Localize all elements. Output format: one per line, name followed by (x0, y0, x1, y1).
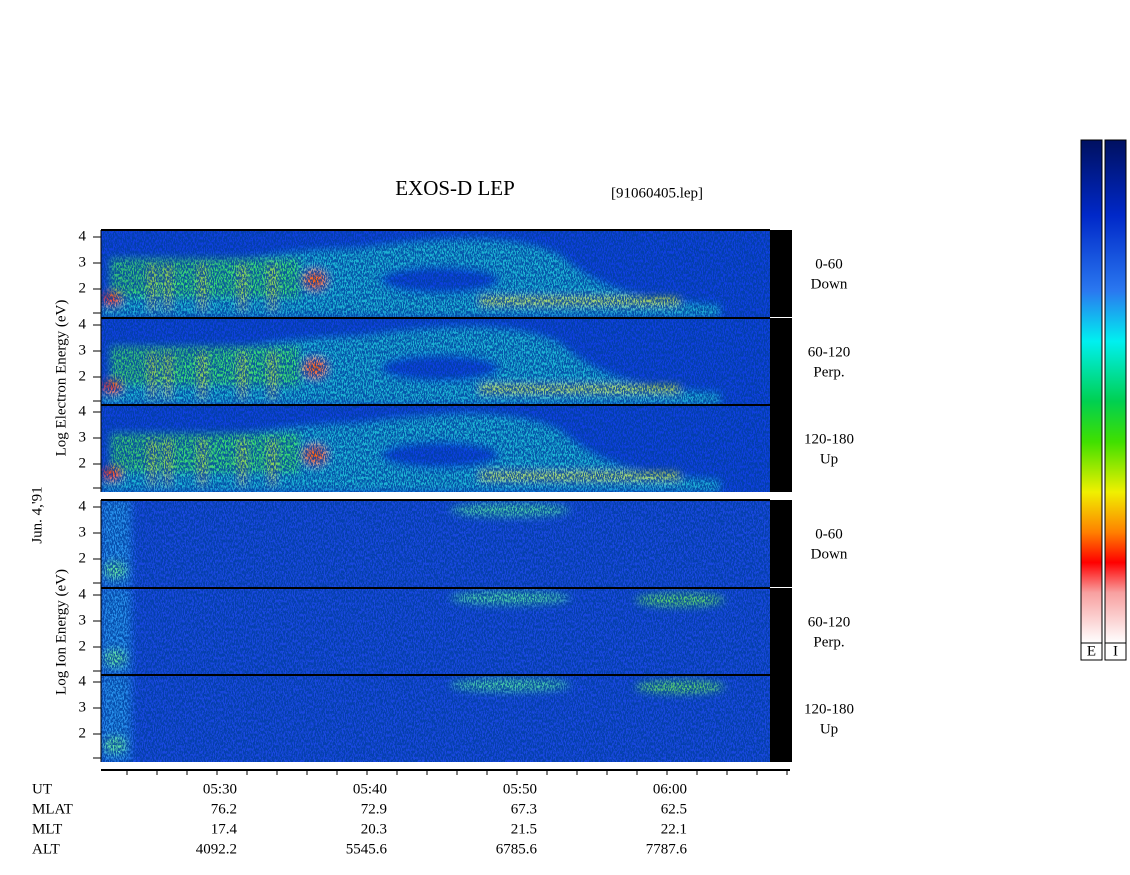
y-tick-label: 2 (79, 550, 87, 566)
y-tick-label: 2 (79, 455, 87, 471)
orbit-table: UT 05:30 05:40 05:50 06:00 MLAT 76.2 72.9 67.3 62… (32, 781, 688, 857)
row-value: 7787.6 (646, 841, 688, 857)
y-tick-label: 4 (79, 498, 87, 514)
date: Jun. 4,'91 (29, 486, 45, 543)
spectrogram-panel: 4 3 2 120-180 Up (79, 403, 854, 492)
direction-label: Perp. (813, 634, 844, 650)
noise (101, 588, 770, 675)
noise (101, 675, 770, 762)
direction-label: Up (820, 721, 838, 737)
angle-label: 0-60 (815, 526, 843, 542)
row-value: 72.9 (361, 801, 387, 817)
y-tick-label: 3 (79, 254, 87, 270)
black-strip (770, 675, 792, 762)
row-value: 05:40 (353, 781, 387, 797)
y-tick-label: 3 (79, 524, 87, 540)
row-label: UT (32, 781, 52, 797)
axis-label: Log Electron Energy (eV) (53, 300, 69, 457)
direction-label: Up (820, 451, 838, 467)
angle-label: 120-180 (804, 431, 854, 447)
row-value: 05:50 (503, 781, 537, 797)
noise (101, 318, 770, 405)
row-value: 21.5 (511, 821, 537, 837)
colorbar-label: I (1113, 643, 1118, 659)
title: EXOS-D LEP (395, 176, 515, 200)
row-value: 6785.6 (496, 841, 538, 857)
row-value: 5545.6 (346, 841, 388, 857)
row-value: 06:00 (653, 781, 687, 797)
angle-label: 120-180 (804, 701, 854, 717)
row-label: MLT (32, 821, 62, 837)
y-tick-label: 3 (79, 429, 87, 445)
row-value: 67.3 (511, 801, 537, 817)
y-tick-label: 2 (79, 280, 87, 296)
black-strip (770, 405, 792, 492)
colorbar (1104, 139, 1127, 644)
spectrogram-panel: 4 3 2 60-120 Perp. (79, 586, 851, 675)
row-label: ALT (32, 841, 60, 857)
y-tick-label: 3 (79, 612, 87, 628)
colorbar-label-box (1080, 642, 1103, 661)
row-value: 4092.2 (196, 841, 237, 857)
noise (101, 405, 770, 492)
noise (101, 500, 770, 587)
row-value: 05:30 (203, 781, 237, 797)
black-strip (770, 588, 792, 675)
y-tick-label: 3 (79, 342, 87, 358)
y-tick-label: 4 (79, 673, 87, 689)
y-tick-label: 3 (79, 699, 87, 715)
angle-label: 60-120 (808, 344, 851, 360)
colorbar-label: E (1087, 643, 1096, 659)
y-tick-label: 2 (79, 368, 87, 384)
row-value: 17.4 (211, 821, 238, 837)
direction-label: Down (811, 546, 848, 562)
colorbar (1080, 139, 1103, 644)
spectrogram-panel: 4 3 2 0-60 Down (79, 228, 848, 317)
row-value: 20.3 (361, 821, 387, 837)
row-value: 62.5 (661, 801, 687, 817)
spectrogram-panel: 4 3 2 0-60 Down (79, 498, 848, 587)
y-tick-label: 4 (79, 316, 87, 332)
plots: Log Electron Energy (eV) 4 3 2 0-60 Down 4 3 2 60… (53, 228, 854, 775)
y-tick-label: 2 (79, 725, 87, 741)
row-label: MLAT (32, 801, 73, 817)
angle-label: 0-60 (815, 256, 843, 272)
colorbar-label-box (1104, 642, 1127, 661)
spectrogram-panel: 4 3 2 120-180 Up (79, 673, 854, 762)
black-strip (770, 230, 792, 317)
file-name: [91060405.lep] (611, 185, 703, 201)
y-tick-label: 2 (79, 638, 87, 654)
row-value: 22.1 (661, 821, 687, 837)
noise (101, 230, 770, 317)
y-tick-label: 4 (79, 228, 87, 244)
direction-label: Perp. (813, 364, 844, 380)
header: EXOS-D LEP [91060405.lep] (395, 176, 703, 202)
direction-label: Down (811, 276, 848, 292)
row-value: 76.2 (211, 801, 237, 817)
black-strip (770, 318, 792, 405)
angle-label: 60-120 (808, 614, 851, 630)
y-tick-label: 4 (79, 403, 87, 419)
black-strip (770, 500, 792, 587)
spectrogram-panel: 4 3 2 60-120 Perp. (79, 316, 851, 405)
y-tick-label: 4 (79, 586, 87, 602)
axis-label: Log Ion Energy (eV) (53, 569, 69, 695)
